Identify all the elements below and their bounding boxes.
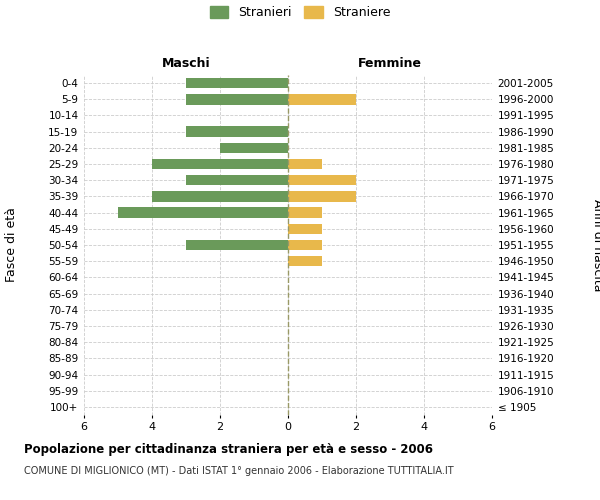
Bar (288, 175, 356, 186)
Bar (288, 191, 356, 202)
Bar (288, 159, 322, 170)
Text: Femmine: Femmine (358, 57, 422, 70)
Bar (186, 175, 288, 186)
Text: Popolazione per cittadinanza straniera per età e sesso - 2006: Popolazione per cittadinanza straniera p… (24, 442, 433, 456)
Bar (152, 191, 288, 202)
Bar (288, 224, 322, 234)
Bar (186, 94, 288, 104)
Legend: Stranieri, Straniere: Stranieri, Straniere (209, 6, 391, 19)
Bar (288, 94, 356, 104)
Bar (288, 256, 322, 266)
Bar (186, 126, 288, 137)
Text: COMUNE DI MIGLIONICO (MT) - Dati ISTAT 1° gennaio 2006 - Elaborazione TUTTITALIA: COMUNE DI MIGLIONICO (MT) - Dati ISTAT 1… (24, 466, 454, 476)
Text: Fasce di età: Fasce di età (5, 208, 19, 282)
Bar (186, 78, 288, 88)
Bar (186, 240, 288, 250)
Bar (220, 142, 288, 153)
Bar (288, 240, 322, 250)
Bar (118, 208, 288, 218)
Bar (288, 208, 322, 218)
Bar (152, 159, 288, 170)
Text: Maschi: Maschi (161, 57, 211, 70)
Text: Anni di nascita: Anni di nascita (590, 198, 600, 291)
